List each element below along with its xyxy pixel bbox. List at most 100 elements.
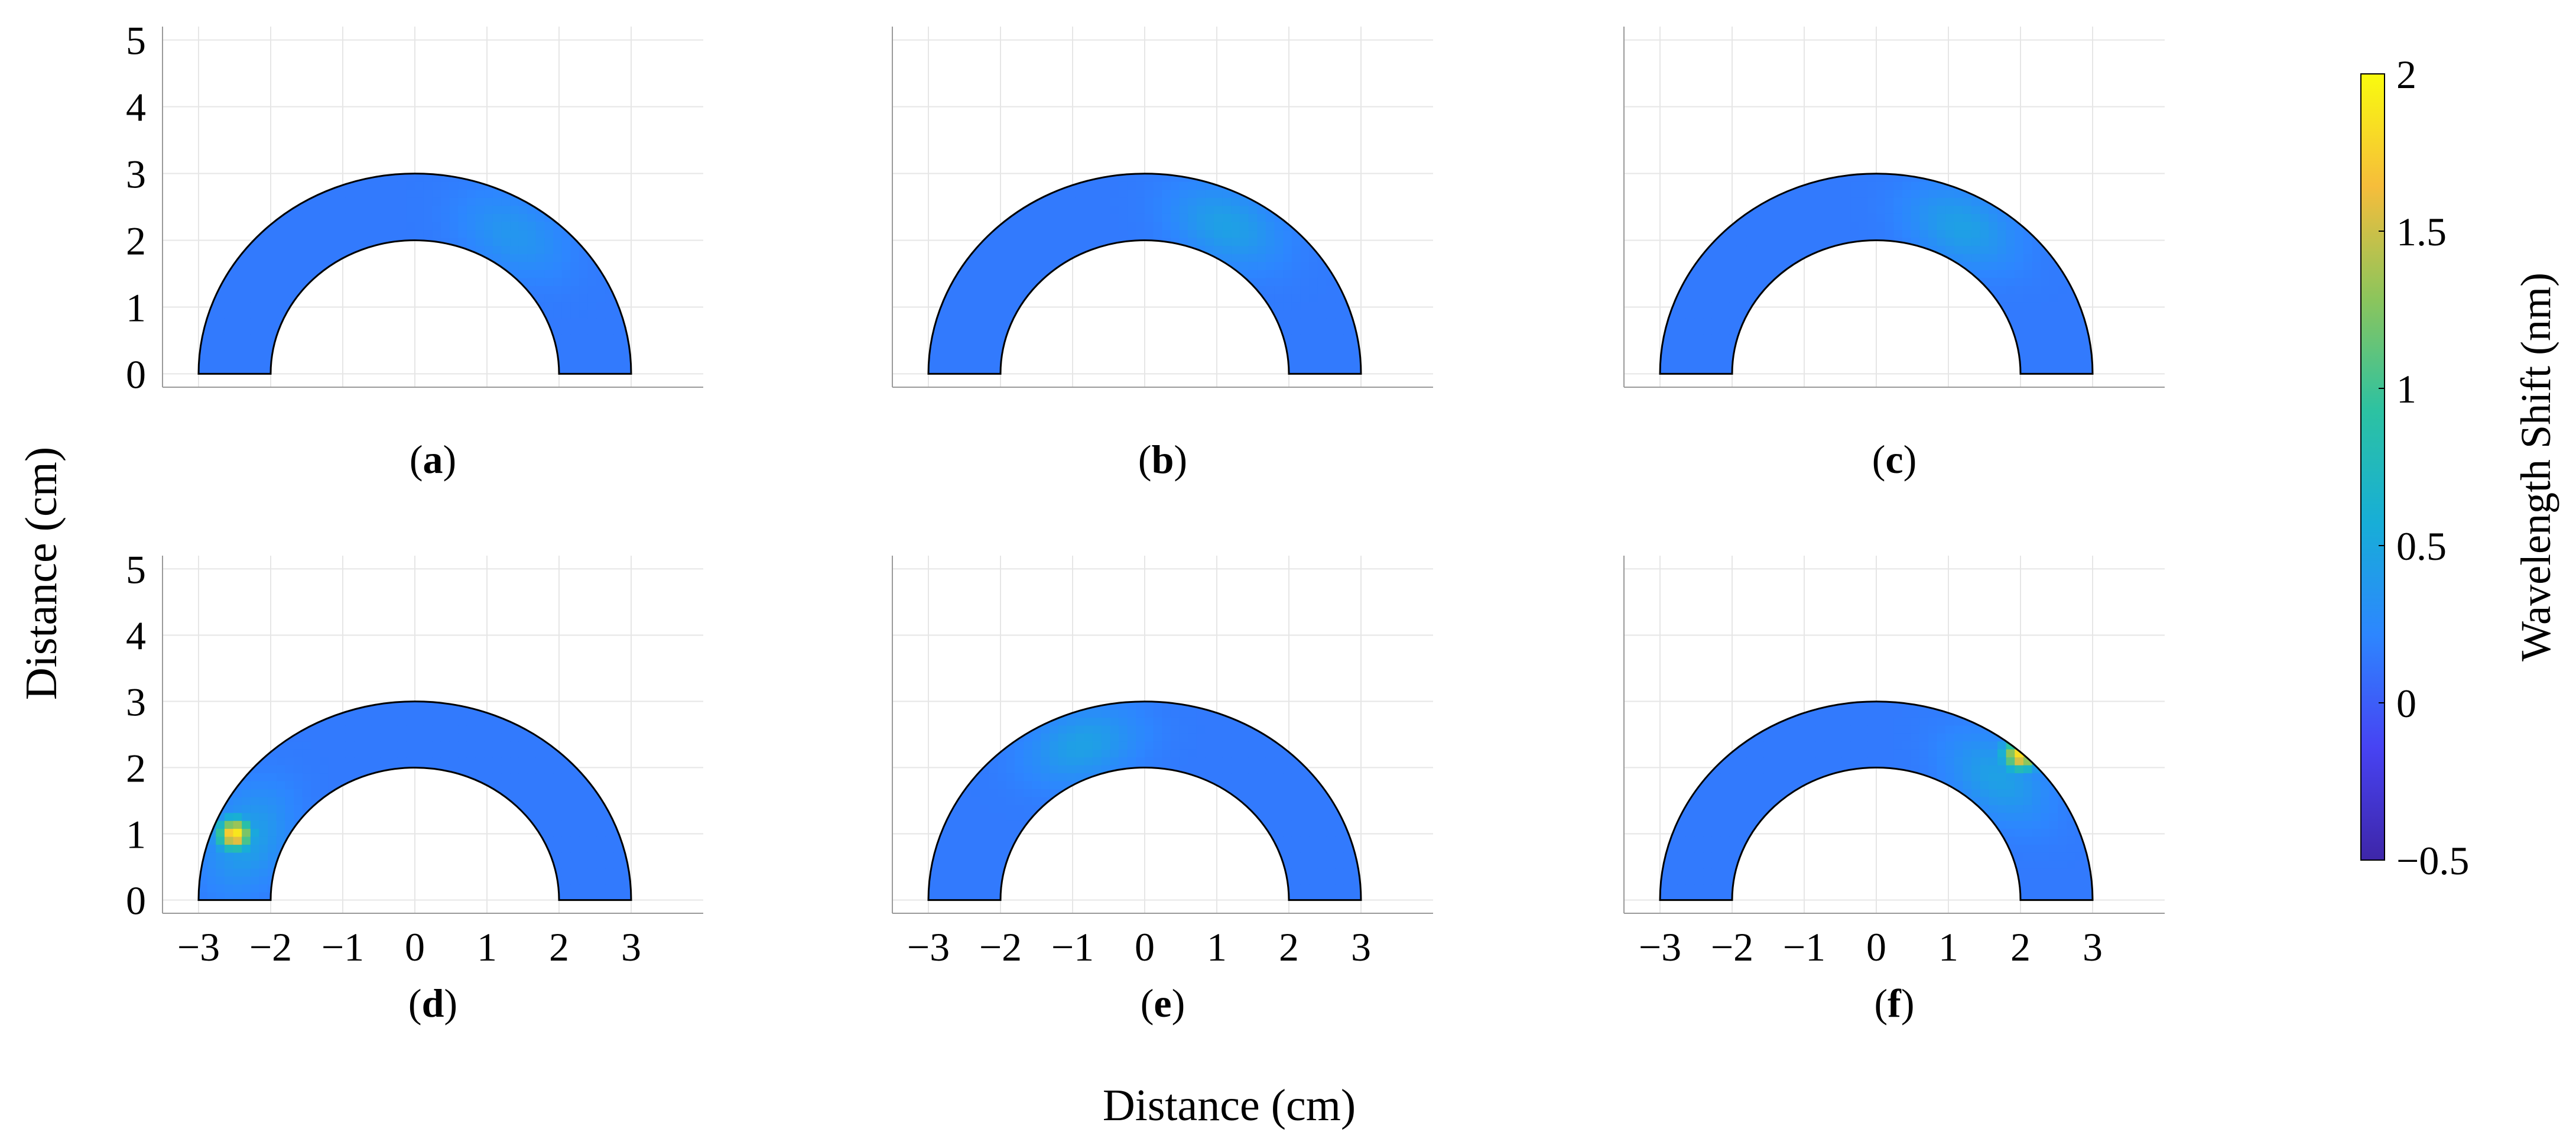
- heatmap-cell: [1902, 733, 1912, 742]
- heatmap-cell: [1824, 749, 1834, 758]
- heatmap-cell: [1893, 717, 1903, 726]
- heatmap-cell: [587, 805, 597, 813]
- heatmap-cell: [1240, 757, 1249, 766]
- heatmap-cell: [1032, 733, 1041, 742]
- heatmap-cell: [1006, 780, 1015, 789]
- heatmap-cell: [466, 741, 476, 750]
- heatmap-cell: [989, 796, 998, 805]
- heatmap-cell: [268, 852, 277, 861]
- heatmap-cell: [2075, 349, 2084, 358]
- heatmap-cell: [1945, 213, 1955, 222]
- heatmap-cell: [963, 277, 972, 286]
- heatmap-cell: [1067, 197, 1076, 206]
- heatmap-cell: [1041, 773, 1050, 781]
- heatmap-cell: [1015, 213, 1024, 222]
- heatmap-cell: [1781, 245, 1791, 254]
- heatmap-cell: [276, 205, 285, 214]
- x-tick-label: 0: [1135, 925, 1155, 969]
- heatmap-cell: [1685, 358, 1695, 366]
- heatmap-cell: [242, 812, 251, 821]
- heatmap-cell: [328, 205, 337, 214]
- heatmap-cell: [501, 197, 511, 206]
- heatmap-cell: [1720, 796, 1730, 805]
- heatmap-cell: [1084, 229, 1093, 238]
- heatmap-cell: [1841, 213, 1851, 222]
- heatmap-cell: [337, 213, 346, 222]
- heatmap-cell: [233, 773, 242, 781]
- heatmap-cell: [337, 205, 346, 214]
- heatmap-cell: [1798, 205, 1808, 214]
- heatmap-cell: [2041, 876, 2050, 885]
- heatmap-cell: [1737, 254, 1747, 262]
- heatmap-cell: [380, 189, 389, 198]
- heatmap-cell: [1902, 741, 1912, 750]
- heatmap-cell: [518, 245, 528, 254]
- heatmap-cell: [1136, 749, 1145, 758]
- heatmap-cell: [1937, 725, 1946, 734]
- heatmap-cell: [1006, 820, 1015, 829]
- heatmap-cell: [1954, 765, 1963, 774]
- heatmap-cell: [1335, 317, 1344, 326]
- heatmap-cell: [415, 733, 424, 742]
- heatmap-cell: [1711, 349, 1721, 358]
- heatmap-cell: [1694, 261, 1704, 270]
- heatmap-cell: [1309, 828, 1318, 837]
- heatmap-cell: [1075, 213, 1085, 222]
- heatmap-cell: [510, 773, 519, 781]
- heatmap-cell: [1032, 270, 1041, 278]
- heatmap-cell: [1240, 741, 1249, 750]
- heatmap-cell: [285, 221, 294, 231]
- heatmap-cell: [553, 237, 563, 246]
- heatmap-cell: [1902, 213, 1912, 222]
- heatmap-cell: [1737, 820, 1747, 829]
- heatmap-cell: [1729, 828, 1739, 837]
- heatmap-cell: [527, 245, 537, 254]
- heatmap-cell: [1703, 892, 1713, 900]
- heatmap-cell: [328, 717, 337, 726]
- heatmap-cell: [2015, 844, 2024, 853]
- heatmap-cell: [1954, 733, 1963, 742]
- heatmap-cell: [1746, 237, 1756, 246]
- heatmap-cell: [1711, 317, 1721, 326]
- heatmap-cell: [1867, 181, 1877, 190]
- heatmap-cell: [535, 229, 545, 238]
- heatmap-cell: [1997, 725, 2007, 734]
- heatmap-cell: [1006, 773, 1015, 781]
- heatmap-cell: [1980, 221, 1989, 231]
- heatmap-cell: [1815, 197, 1825, 206]
- heatmap-cell: [1265, 245, 1275, 254]
- heatmap-cell: [1685, 828, 1695, 837]
- heatmap-cell: [1145, 757, 1154, 766]
- heatmap-cell: [440, 221, 450, 231]
- heatmap-cell: [276, 245, 285, 254]
- heatmap-cell: [587, 884, 597, 893]
- heatmap-cell: [1257, 277, 1266, 286]
- heatmap-cell: [1283, 261, 1292, 270]
- heatmap-cell: [1911, 757, 1920, 766]
- heatmap-cell: [1876, 725, 1886, 734]
- heatmap-cell: [199, 892, 208, 900]
- heatmap-cell: [1789, 757, 1799, 766]
- heatmap-cell: [1093, 733, 1102, 742]
- heatmap-cell: [1188, 205, 1197, 214]
- heatmap-cell: [596, 326, 606, 335]
- heatmap-cell: [1677, 349, 1687, 358]
- heatmap-cell: [937, 358, 946, 366]
- heatmap-cell: [1850, 725, 1860, 734]
- heatmap-cell: [1300, 780, 1310, 789]
- heatmap-cell: [954, 868, 964, 877]
- heatmap-cell: [216, 317, 225, 326]
- heatmap-cell: [1677, 365, 1687, 374]
- heatmap-cell: [466, 749, 476, 758]
- heatmap-cell: [1859, 757, 1868, 766]
- heatmap-cell: [1660, 836, 1669, 845]
- heatmap-cell: [1326, 884, 1336, 893]
- heatmap-cell: [276, 820, 285, 829]
- heatmap-cell: [484, 205, 493, 214]
- heatmap-cell: [216, 358, 225, 366]
- heatmap-cell: [1694, 820, 1704, 829]
- heatmap-cell: [1824, 205, 1834, 214]
- heatmap-cell: [207, 342, 216, 351]
- heatmap-cell: [492, 733, 502, 742]
- heatmap-cell: [1902, 757, 1912, 766]
